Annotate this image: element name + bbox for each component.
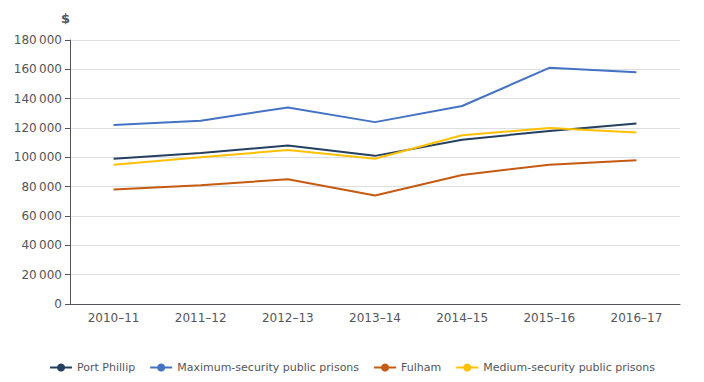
svg-text:20 000: 20 000 (21, 268, 62, 282)
svg-text:2013–14: 2013–14 (349, 311, 401, 325)
svg-text:2011–12: 2011–12 (175, 311, 227, 325)
svg-text:Medium-security public prisons: Medium-security public prisons (483, 361, 655, 374)
svg-text:40 000: 40 000 (21, 238, 62, 252)
svg-text:140 000: 140 000 (14, 92, 62, 106)
svg-text:2015–16: 2015–16 (523, 311, 575, 325)
svg-text:Maximum-security public prison: Maximum-security public prisons (177, 361, 359, 374)
svg-text:80 000: 80 000 (21, 180, 62, 194)
svg-text:Port Phillip: Port Phillip (77, 361, 135, 374)
svg-text:160 000: 160 000 (14, 62, 62, 76)
svg-text:120 000: 120 000 (14, 121, 62, 135)
svg-text:2016–17: 2016–17 (611, 311, 663, 325)
svg-text:2012–13: 2012–13 (262, 311, 314, 325)
svg-text:0: 0 (54, 297, 62, 311)
svg-text:2014–15: 2014–15 (436, 311, 488, 325)
svg-text:60 000: 60 000 (21, 209, 62, 223)
svg-text:$: $ (61, 11, 70, 26)
svg-text:2010–11: 2010–11 (88, 311, 140, 325)
svg-text:180 000: 180 000 (14, 33, 62, 47)
svg-text:Fulham: Fulham (401, 361, 441, 374)
svg-text:100 000: 100 000 (14, 150, 62, 164)
